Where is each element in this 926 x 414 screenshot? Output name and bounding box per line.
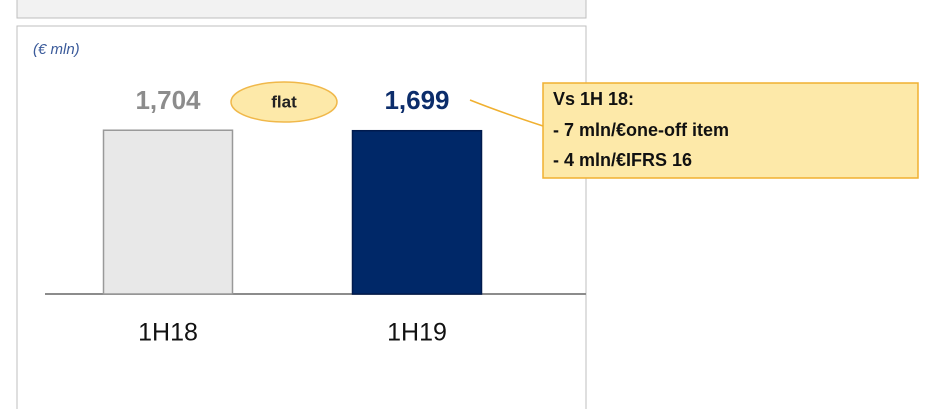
value-label: 1,699 xyxy=(384,85,449,115)
callout-line: - 7 mln/€one-off item xyxy=(553,120,729,140)
callout-title: Vs 1H 18: xyxy=(553,89,634,109)
badge xyxy=(230,81,338,123)
category-label: 1H18 xyxy=(138,319,198,347)
category-label: 1H19 xyxy=(387,319,447,347)
value-label: 1,704 xyxy=(135,85,201,115)
callout-box xyxy=(542,82,919,179)
badge-text: flat xyxy=(271,92,297,111)
main-panel xyxy=(16,25,587,409)
bar xyxy=(102,129,234,295)
bar xyxy=(351,129,483,295)
connector xyxy=(469,99,544,127)
callout-line: - 4 mln/€IFRS 16 xyxy=(553,150,692,170)
top-panel xyxy=(16,0,587,19)
unit-label: (€ mln) xyxy=(33,41,80,58)
